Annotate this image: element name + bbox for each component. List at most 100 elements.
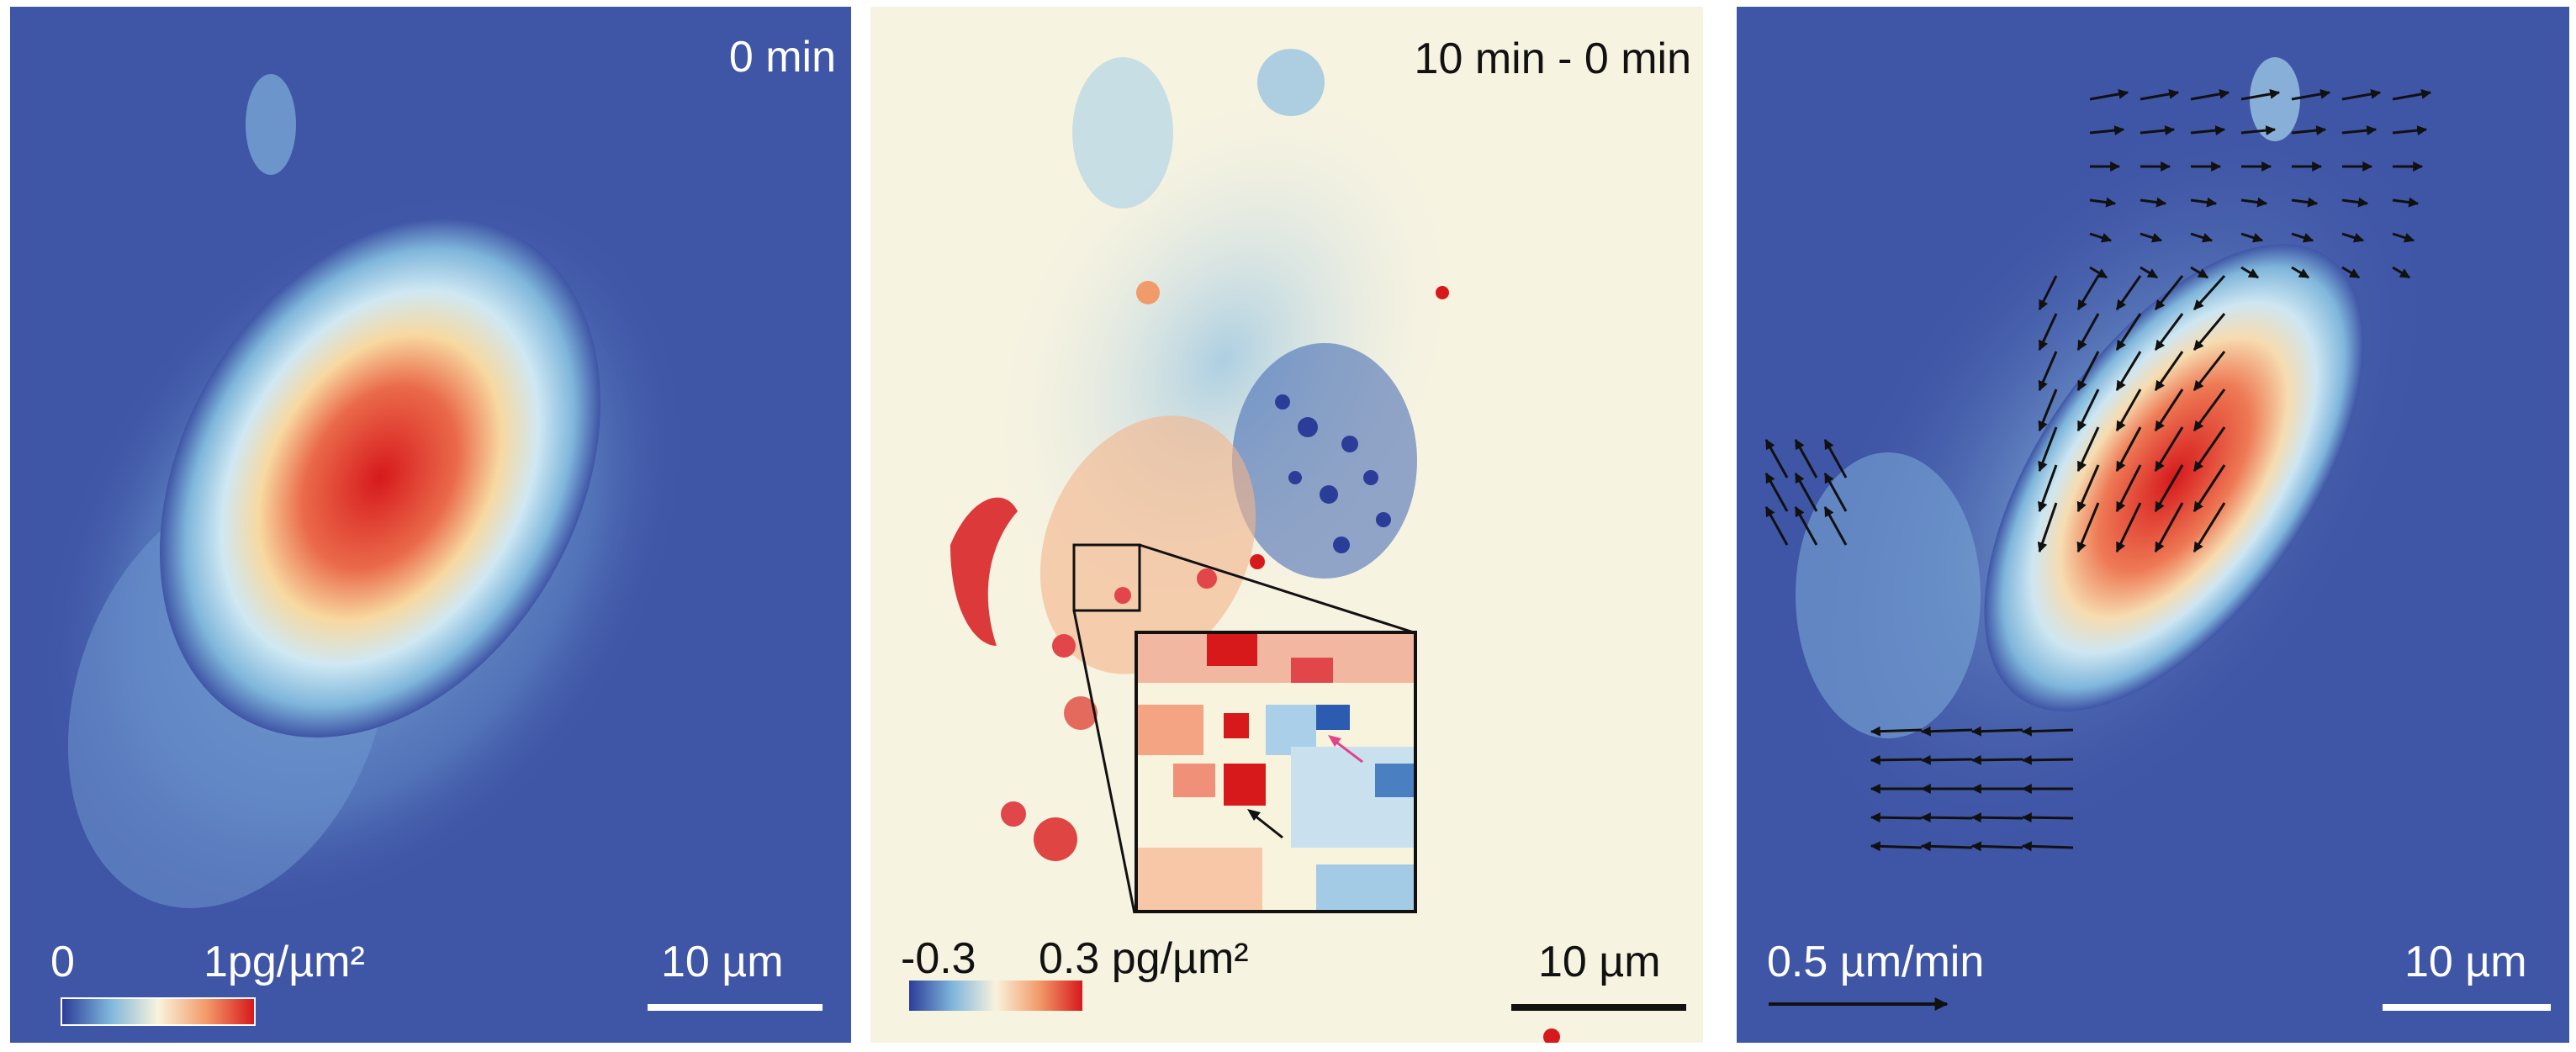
velocity-arrow <box>2038 389 2058 432</box>
velocity-arrow <box>2341 88 2382 101</box>
scalebar-label: 10 µm <box>661 938 784 986</box>
velocity-arrow <box>2392 197 2420 208</box>
velocity-arrow <box>2154 426 2184 473</box>
velocity-arrow <box>2193 426 2226 472</box>
velocity-arrow <box>2240 125 2277 136</box>
velocity-arrow <box>2089 266 2108 279</box>
time-label: 0 min <box>728 33 836 82</box>
velocity-arrow <box>1870 754 1923 765</box>
velocity-arrow <box>2193 351 2226 391</box>
velocity-arrow <box>2154 502 2184 553</box>
velocity-arrow <box>2193 464 2226 513</box>
velocity-arrow <box>2076 426 2100 473</box>
velocity-arrow <box>2341 125 2378 136</box>
velocity-arrow <box>2140 197 2167 208</box>
velocity-arrow <box>1970 812 2023 823</box>
zoom-connector-top <box>1139 543 1415 634</box>
velocity-arrow <box>2193 274 2226 311</box>
velocity-arrow <box>1764 438 1789 478</box>
flow-field-image <box>1737 7 2569 1043</box>
velocity-arrow <box>2190 197 2218 208</box>
velocity-arrow <box>2193 502 2226 553</box>
velocity-arrow <box>2038 313 2058 352</box>
velocity-arrow <box>2115 464 2142 513</box>
colorbar <box>909 981 1082 1011</box>
velocity-arrows <box>1764 88 2432 852</box>
scalebar <box>2383 1004 2551 1011</box>
velocity-arrow <box>2341 232 2365 243</box>
mass-density-panel: 0 min 0 1pg/µm² 10 µm <box>10 7 851 1043</box>
velocity-arrow <box>2392 266 2411 279</box>
velocity-arrow <box>2154 313 2184 351</box>
velocity-arrow <box>1870 812 1923 823</box>
velocity-arrow <box>1823 505 1848 546</box>
velocity-arrow <box>2076 464 2100 513</box>
velocity-arrow <box>2021 812 2074 823</box>
velocity-arrow <box>2240 266 2260 279</box>
velocity-arrow <box>2115 313 2142 352</box>
scalebar <box>1511 1004 1686 1011</box>
velocity-arrow <box>2076 351 2100 392</box>
velocity-arrow <box>2392 88 2432 101</box>
colorbar <box>61 997 256 1026</box>
velocity-scale-label: 0.5 µm/min <box>1767 938 1985 986</box>
velocity-arrow <box>2291 197 2319 208</box>
colorbar-min-label: -0.3 <box>901 934 976 983</box>
velocity-arrow <box>1920 841 1973 852</box>
cell-body <box>160 217 600 738</box>
velocity-arrow <box>1794 505 1818 546</box>
velocity-arrow <box>2240 88 2281 101</box>
colorbar-max-label: 1pg/µm² <box>204 938 365 986</box>
velocity-arrow <box>2190 88 2230 101</box>
difference-label: 10 min - 0 min <box>1414 34 1691 83</box>
velocity-arrow <box>1870 841 1923 852</box>
velocity-arrow <box>2392 125 2428 136</box>
velocity-arrow <box>2089 232 2113 243</box>
velocity-arrow <box>2089 125 2125 136</box>
velocity-arrow <box>2291 88 2331 101</box>
zoom-region-box <box>1072 543 1141 612</box>
velocity-arrow <box>2291 232 2314 243</box>
velocity-arrow <box>2076 313 2100 352</box>
velocity-arrow <box>2076 389 2100 432</box>
colorbar-max-label: 0.3 pg/µm² <box>1039 934 1249 983</box>
velocity-arrow <box>2193 313 2226 351</box>
velocity-arrow <box>1920 754 1973 765</box>
velocity-arrow <box>2115 351 2142 392</box>
velocity-arrow <box>1870 726 1923 737</box>
velocity-arrow <box>2154 275 2184 310</box>
scalebar-label: 10 µm <box>1538 938 1661 986</box>
zoom-connector-bottom <box>1072 610 1136 914</box>
velocity-arrow <box>2392 232 2415 243</box>
velocity-arrow <box>2190 266 2209 279</box>
velocity-arrow <box>2154 464 2184 513</box>
velocity-arrow <box>2240 197 2268 208</box>
velocity-arrow <box>2240 232 2264 243</box>
velocity-arrow <box>2193 389 2226 431</box>
velocity-arrow <box>2341 266 2361 279</box>
velocity-arrow <box>2140 88 2180 101</box>
velocity-arrow <box>1920 812 1973 823</box>
velocity-arrow <box>1794 472 1818 512</box>
mass-density-image <box>10 7 851 1043</box>
velocity-arrow <box>2115 389 2142 432</box>
velocity-arrow <box>2341 197 2369 208</box>
velocity-arrow <box>2021 754 2074 765</box>
velocity-arrow <box>2021 841 2074 852</box>
velocity-arrow <box>1764 472 1789 512</box>
velocity-arrow <box>2154 351 2184 391</box>
flow-field-panel: 0.5 µm/min 10 µm <box>1737 7 2569 1043</box>
difference-map-image <box>870 7 1703 1043</box>
velocity-arrow <box>1823 472 1848 512</box>
velocity-arrow <box>2291 266 2310 279</box>
velocity-arrow <box>1970 841 2023 852</box>
velocity-arrow <box>2089 197 2117 208</box>
velocity-arrow <box>1764 505 1789 546</box>
velocity-arrow <box>2115 502 2142 553</box>
velocity-arrow <box>1970 726 2023 737</box>
velocity-arrow <box>1920 726 1973 737</box>
velocity-arrow <box>2076 275 2100 311</box>
velocity-arrow <box>2021 726 2074 737</box>
velocity-arrow <box>2076 502 2100 553</box>
difference-map-panel: 10 min - 0 min -0.3 0.3 pg/µm² 10 µm <box>870 7 1703 1043</box>
